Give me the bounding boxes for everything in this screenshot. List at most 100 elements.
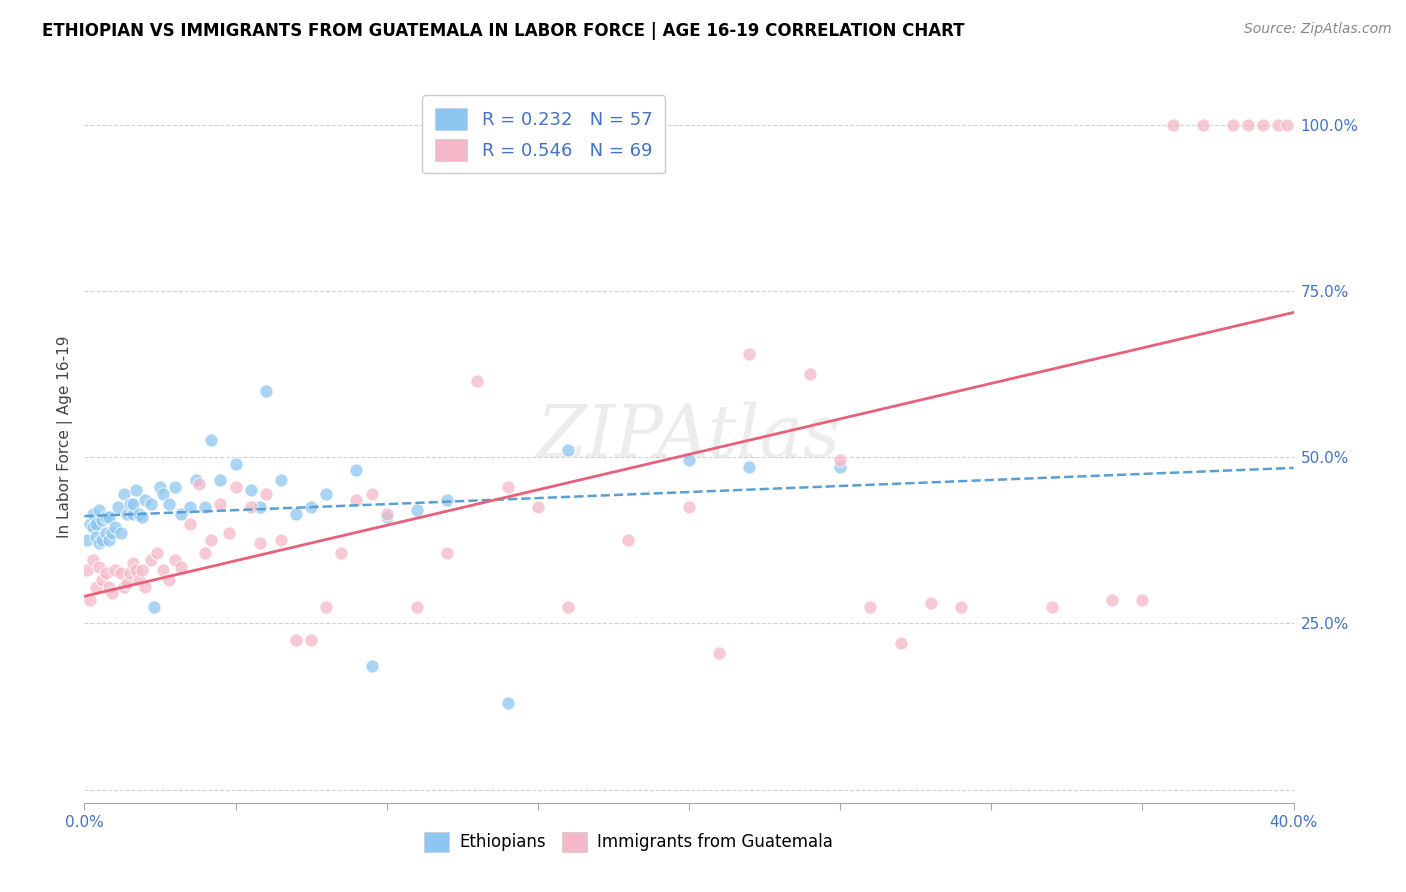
Point — [125, 483, 148, 498]
Point — [346, 463, 368, 477]
Point — [249, 536, 271, 550]
Point — [107, 500, 129, 514]
Point — [239, 483, 262, 498]
Point — [128, 573, 150, 587]
Point — [139, 497, 162, 511]
Point — [157, 573, 180, 587]
Point — [1101, 593, 1123, 607]
Point — [146, 546, 169, 560]
Point — [86, 580, 108, 594]
Point — [91, 513, 114, 527]
Point — [346, 493, 368, 508]
Point — [79, 593, 101, 607]
Point — [194, 546, 217, 560]
Point — [79, 516, 101, 531]
Point — [285, 632, 308, 647]
Point — [121, 557, 143, 571]
Point — [830, 453, 852, 467]
Point — [118, 566, 141, 581]
Point — [496, 480, 519, 494]
Point — [920, 596, 942, 610]
Point — [200, 533, 222, 548]
Point — [299, 632, 322, 647]
Point — [112, 580, 135, 594]
Point — [950, 599, 973, 614]
Point — [1267, 118, 1289, 132]
Point — [890, 636, 912, 650]
Point — [142, 599, 165, 614]
Point — [225, 480, 247, 494]
Point — [179, 500, 201, 514]
Point — [375, 507, 398, 521]
Point — [360, 659, 382, 673]
Point — [254, 486, 277, 500]
Point — [112, 486, 135, 500]
Point — [91, 573, 114, 587]
Point — [115, 507, 138, 521]
Point — [82, 520, 104, 534]
Point — [170, 559, 193, 574]
Point — [86, 530, 108, 544]
Point — [121, 497, 143, 511]
Point — [315, 486, 337, 500]
Point — [118, 497, 141, 511]
Point — [115, 576, 138, 591]
Point — [467, 374, 489, 388]
Point — [91, 533, 114, 548]
Point — [157, 497, 180, 511]
Point — [100, 586, 122, 600]
Point — [1161, 118, 1184, 132]
Point — [89, 559, 111, 574]
Point — [557, 599, 579, 614]
Point — [239, 500, 262, 514]
Point — [249, 500, 271, 514]
Text: Source: ZipAtlas.com: Source: ZipAtlas.com — [1244, 22, 1392, 37]
Point — [406, 599, 429, 614]
Point — [139, 553, 162, 567]
Point — [617, 533, 640, 548]
Point — [738, 347, 761, 361]
Point — [97, 509, 120, 524]
Point — [188, 476, 211, 491]
Point — [285, 507, 308, 521]
Point — [125, 563, 148, 577]
Point — [97, 533, 120, 548]
Point — [1277, 118, 1299, 132]
Text: ETHIOPIAN VS IMMIGRANTS FROM GUATEMALA IN LABOR FORCE | AGE 16-19 CORRELATION CH: ETHIOPIAN VS IMMIGRANTS FROM GUATEMALA I… — [42, 22, 965, 40]
Point — [89, 536, 111, 550]
Point — [165, 553, 187, 567]
Point — [94, 509, 117, 524]
Point — [830, 460, 852, 475]
Point — [179, 516, 201, 531]
Point — [76, 533, 98, 548]
Point — [557, 443, 579, 458]
Point — [360, 486, 382, 500]
Point — [131, 509, 153, 524]
Point — [254, 384, 277, 398]
Point — [200, 434, 222, 448]
Point — [678, 500, 700, 514]
Point — [97, 580, 120, 594]
Point — [128, 507, 150, 521]
Point — [375, 509, 398, 524]
Point — [165, 480, 187, 494]
Point — [1222, 118, 1244, 132]
Point — [270, 533, 292, 548]
Point — [121, 507, 143, 521]
Point — [82, 507, 104, 521]
Point — [1040, 599, 1063, 614]
Point — [799, 367, 821, 381]
Point — [406, 503, 429, 517]
Point — [1130, 593, 1153, 607]
Point — [104, 520, 127, 534]
Point — [89, 503, 111, 517]
Point — [186, 473, 208, 487]
Point — [100, 526, 122, 541]
Point — [86, 516, 108, 531]
Point — [131, 563, 153, 577]
Point — [170, 507, 193, 521]
Point — [110, 566, 132, 581]
Point — [209, 473, 232, 487]
Point — [270, 473, 292, 487]
Point — [738, 460, 761, 475]
